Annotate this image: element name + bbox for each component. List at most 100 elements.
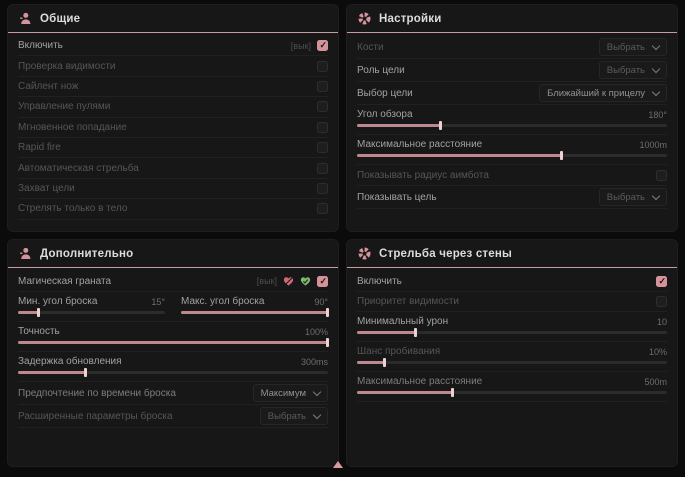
wallbang-max-distance-slider[interactable] [357, 388, 667, 397]
show-target-dropdown[interactable]: Выбрать [598, 188, 667, 206]
target-lock-checkbox[interactable] [317, 182, 328, 194]
row-label: Показывать цель [357, 191, 437, 203]
bones-dropdown[interactable]: Выбрать [598, 38, 667, 56]
silent-knife-checkbox[interactable] [317, 80, 328, 92]
hotkey-hint: [вык] [290, 40, 311, 51]
row-label: Показывать радиус аимбота [357, 169, 489, 181]
gear-icon [358, 247, 371, 260]
wallbang-enable-checkbox[interactable] [656, 275, 667, 287]
row-label: Шанс пробивания [357, 346, 441, 357]
row-label: Сайлент нож [18, 80, 79, 92]
row-label: Предпочтение по времени броска [18, 387, 176, 399]
visibility-priority-checkbox[interactable] [656, 296, 667, 307]
slider-value: 1000m [639, 139, 667, 150]
row-label: Точность [18, 326, 60, 337]
row-visibility-priority: Приоритет видимости [357, 292, 667, 312]
slider-fill [357, 328, 417, 337]
scroll-up-indicator-icon[interactable] [333, 461, 343, 468]
panel-title: Общие [40, 12, 81, 25]
row-label: Расширенные параметры броска [18, 410, 173, 422]
row-label: Включить [18, 40, 63, 52]
slider-value: 90° [314, 296, 328, 307]
chevron-down-icon [312, 410, 322, 419]
row-enable: Включить [357, 271, 667, 292]
row-label: Автоматическая стрельба [18, 162, 139, 174]
green-heart-icon[interactable] [300, 276, 311, 287]
slider-value: 180° [648, 109, 667, 120]
panel-additional: Дополнительно Магическая граната [вык] [8, 240, 338, 466]
target-select-dropdown[interactable]: Ближайший к прицелу [539, 84, 667, 102]
dropdown-value: Выбрать [606, 41, 645, 53]
row-label: Максимальное расстояние [357, 139, 483, 150]
visibility-check-checkbox[interactable] [317, 60, 328, 72]
panel-title: Дополнительно [40, 247, 134, 260]
row-throw-time-pref: Предпочтение по времени броска Максимум [18, 382, 328, 405]
slider-fill [357, 121, 442, 130]
panel-additional-header: Дополнительно [8, 240, 338, 268]
row-magic-grenade: Магическая граната [вык] [18, 271, 328, 292]
min-angle-slider[interactable] [18, 308, 165, 317]
instant-hit-checkbox[interactable] [317, 121, 328, 133]
row-body-only: Стрелять только в тело [18, 199, 328, 220]
row-show-radius: Показывать радиус аимбота [357, 165, 667, 186]
penetration-chance-slider[interactable] [357, 358, 667, 367]
advanced-throw-dropdown[interactable]: Выбрать [259, 407, 328, 425]
row-label: Минимальный урон [357, 316, 449, 327]
throw-time-pref-dropdown[interactable]: Максимум [252, 384, 328, 402]
panel-general-header: Общие [8, 5, 338, 33]
max-angle-slider[interactable] [181, 308, 329, 317]
row-advanced-throw: Расширенные параметры броска Выбрать [18, 405, 328, 428]
row-label: Rapid fire [18, 142, 61, 154]
row-max-distance: Максимальное расстояние 500m [357, 372, 667, 402]
pink-heart-icon[interactable] [283, 276, 294, 287]
slider-fill [18, 368, 88, 377]
hotkey-hint: [вык] [256, 276, 277, 286]
body-only-checkbox[interactable] [317, 203, 328, 215]
row-min-damage: Минимальный урон 10 [357, 312, 667, 342]
target-role-dropdown[interactable]: Выбрать [598, 61, 667, 79]
accuracy-slider[interactable] [18, 338, 329, 347]
rapid-fire-checkbox[interactable] [317, 142, 328, 154]
row-silent-knife: Сайлент нож [18, 77, 328, 98]
row-target-role: Роль цели Выбрать [357, 59, 667, 82]
chevron-down-icon [312, 387, 322, 396]
panel-wallbang-header: Стрельба через стены [347, 240, 677, 268]
min-angle-group: Мин. угол броска 15° [18, 292, 165, 321]
magic-grenade-checkbox[interactable] [317, 275, 328, 287]
fov-slider[interactable] [357, 121, 667, 130]
row-rapid-fire: Rapid fire [18, 138, 328, 159]
row-label: Включить [357, 275, 402, 287]
row-target-select: Выбор цели Ближайший к прицелу [357, 82, 667, 105]
person-icon [19, 12, 32, 25]
slider-value: 15° [151, 296, 165, 307]
row-instant-hit: Мгновенное попадание [18, 118, 328, 138]
slider-fill [357, 151, 563, 160]
chevron-down-icon [651, 41, 661, 50]
min-damage-slider[interactable] [357, 328, 667, 337]
row-bones: Кости Выбрать [357, 36, 667, 59]
row-enable: Включить [вык] [18, 36, 328, 57]
row-label: Угол обзора [357, 109, 413, 120]
slider-value: 300ms [300, 356, 328, 367]
slider-fill [357, 358, 386, 367]
row-accuracy: Точность 100% [18, 322, 329, 352]
row-max-distance: Максимальное расстояние 1000m [357, 135, 667, 165]
row-update-delay: Задержка обновления 300ms [18, 352, 328, 382]
chevron-down-icon [651, 64, 661, 73]
max-distance-slider[interactable] [357, 151, 667, 160]
dropdown-value: Максимум [260, 387, 306, 399]
row-throw-angles: Мин. угол броска 15° Макс. угол броска 9… [18, 292, 329, 322]
row-label: Управление пулями [18, 101, 111, 113]
bullet-control-checkbox[interactable] [317, 101, 328, 113]
auto-fire-checkbox[interactable] [317, 162, 328, 174]
row-label: Макс. угол броска [181, 296, 265, 307]
row-show-target: Показывать цель Выбрать [357, 186, 667, 209]
update-delay-slider[interactable] [18, 368, 328, 377]
row-label: Задержка обновления [18, 356, 122, 367]
row-label: Захват цели [18, 182, 75, 194]
row-label: Кости [357, 41, 384, 53]
enable-checkbox[interactable] [317, 40, 328, 52]
dropdown-value: Ближайший к прицелу [547, 87, 645, 99]
show-radius-checkbox[interactable] [656, 169, 667, 181]
